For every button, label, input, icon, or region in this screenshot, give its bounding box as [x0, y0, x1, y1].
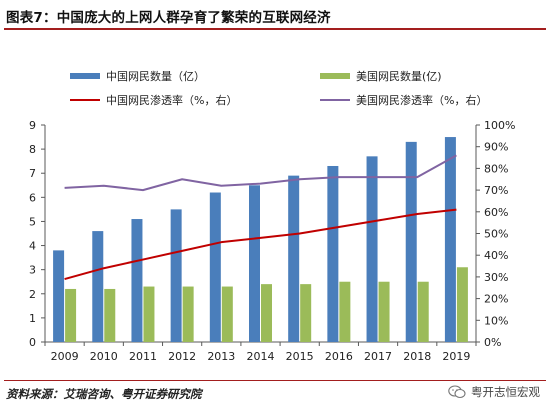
title-divider [4, 28, 546, 30]
left-axis-tick-label: 8 [29, 143, 36, 156]
bar-us-users [378, 281, 390, 342]
x-axis-tick-label: 2011 [129, 350, 157, 363]
left-axis-tick-label: 9 [29, 119, 36, 132]
bar-us-users [300, 284, 312, 342]
left-axis-tick-label: 4 [29, 240, 36, 253]
right-axis-tick-label: 40% [484, 249, 508, 262]
bar-us-users [261, 284, 272, 342]
bar-china-users [288, 175, 300, 342]
x-axis-tick-label: 2013 [207, 350, 235, 363]
right-axis-tick-label: 60% [484, 206, 508, 219]
x-axis-tick-label: 2017 [364, 350, 392, 363]
right-axis-tick-label: 10% [484, 314, 508, 327]
bar-china-users [405, 141, 417, 342]
x-axis-tick-label: 2009 [51, 350, 79, 363]
x-axis-tick-label: 2018 [403, 350, 431, 363]
bar-china-users [249, 185, 260, 342]
bar-us-users [417, 281, 429, 342]
left-axis-tick-label: 2 [29, 288, 36, 301]
x-axis-tick-label: 2012 [168, 350, 196, 363]
right-axis-tick-label: 30% [484, 271, 508, 284]
right-axis-tick-label: 70% [484, 184, 508, 197]
bar-us-users [65, 288, 77, 342]
right-axis-tick-label: 50% [484, 228, 508, 241]
wechat-icon [448, 385, 466, 399]
x-axis-tick-label: 2019 [442, 350, 470, 363]
line-china-penetration [64, 208, 457, 281]
right-axis-tick-label: 80% [484, 162, 508, 175]
bar-us-users [339, 281, 351, 342]
x-axis-tick-label: 2016 [325, 350, 353, 363]
x-axis-tick-label: 2014 [247, 350, 275, 363]
x-axis-tick-label: 2010 [90, 350, 118, 363]
right-axis-tick-label: 90% [484, 141, 508, 154]
left-axis-tick-label: 6 [29, 191, 36, 204]
footer-divider [4, 380, 546, 381]
left-axis-tick-label: 3 [29, 264, 36, 277]
watermark: 粤开志恒宏观 [448, 384, 540, 400]
bar-us-users [104, 288, 116, 342]
watermark-text: 粤开志恒宏观 [471, 385, 540, 399]
bar-china-users [444, 137, 456, 342]
left-axis-tick-label: 1 [29, 312, 36, 325]
bar-china-users [170, 209, 182, 342]
bar-us-users [456, 267, 468, 342]
bar-china-users [327, 165, 339, 342]
bar-china-users [366, 156, 378, 342]
right-axis-tick-label: 20% [484, 293, 508, 306]
bar-china-users [209, 192, 221, 342]
line-us-penetration [64, 154, 457, 192]
bar-china-users [131, 219, 143, 342]
bar-us-users [182, 286, 194, 342]
figure-title: 图表7：中国庞大的上网人群孕育了繁荣的互联网经济 [6, 10, 331, 26]
bar-china-users [92, 231, 104, 342]
bar-us-users [143, 286, 155, 342]
x-axis-tick-label: 2015 [286, 350, 314, 363]
left-axis-tick-label: 0 [29, 336, 36, 349]
right-axis-tick-label: 0% [484, 336, 501, 349]
right-axis-tick-label: 100% [484, 119, 515, 132]
bar-us-users [221, 286, 233, 342]
left-axis-tick-label: 5 [29, 215, 36, 228]
source-note: 资料来源：艾瑞咨询、粤开证券研究院 [6, 387, 202, 401]
bar-china-users [53, 250, 65, 342]
left-axis-tick-label: 7 [29, 167, 36, 180]
